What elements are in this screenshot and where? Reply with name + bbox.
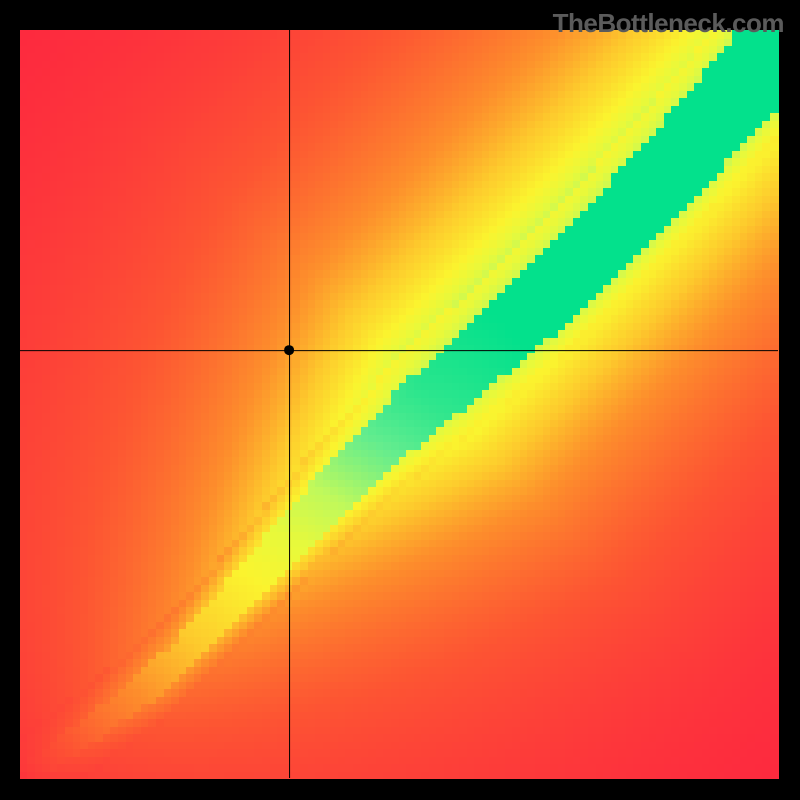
bottleneck-heatmap (0, 0, 800, 800)
chart-container: TheBottleneck.com (0, 0, 800, 800)
watermark-text: TheBottleneck.com (553, 8, 784, 39)
